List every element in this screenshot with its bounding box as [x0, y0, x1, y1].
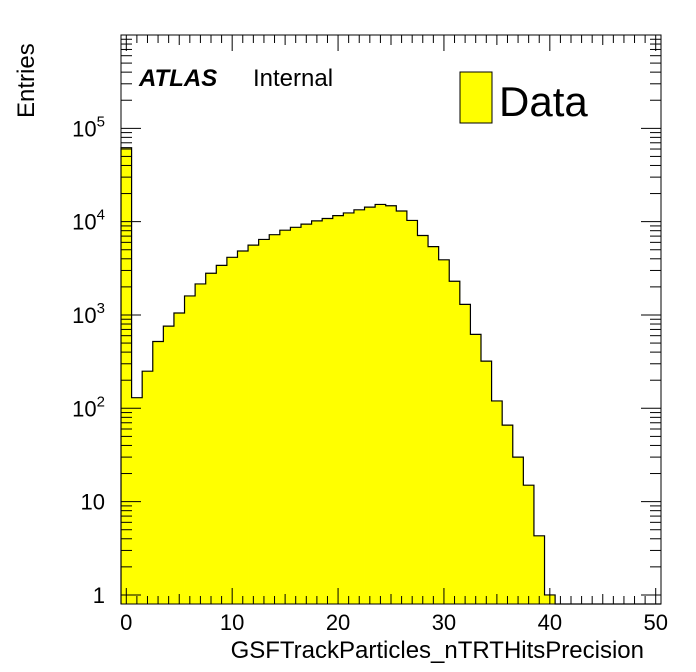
histogram-bar	[152, 341, 164, 604]
y-tick-label-base: 10	[72, 303, 96, 328]
y-tick-label: 104	[72, 207, 105, 235]
x-tick-label: 20	[326, 610, 350, 635]
histogram-bar	[385, 205, 397, 604]
histogram-bar	[438, 259, 450, 604]
histogram-bar	[406, 220, 418, 605]
histogram-bar	[195, 283, 207, 604]
histogram-bar	[491, 400, 503, 604]
histogram-bar	[459, 304, 471, 604]
y-tick-label-base: 10	[72, 116, 96, 141]
atlas-experiment-text: ATLAS	[138, 65, 217, 92]
histogram-bar	[131, 397, 143, 604]
histogram-bar	[237, 250, 249, 604]
y-tick-label: 105	[72, 113, 105, 141]
histogram-bar	[301, 224, 312, 604]
y-tick-label-base: 1	[93, 583, 105, 608]
histogram-bar	[523, 485, 535, 604]
x-tick-label: 40	[538, 610, 562, 635]
histogram-bar	[428, 246, 440, 605]
histogram-bar	[311, 220, 323, 604]
histogram-bar	[163, 326, 175, 604]
y-tick-label: 102	[72, 393, 105, 421]
bars-layer	[120, 147, 661, 605]
histogram-bar	[502, 425, 514, 604]
histogram-bar	[184, 295, 196, 604]
y-tick-label: 103	[72, 300, 105, 328]
y-tick-label: 10	[81, 490, 105, 515]
x-tick-label: 10	[220, 610, 244, 635]
histogram-bar	[353, 209, 365, 605]
histogram-bar	[322, 218, 334, 604]
x-axis-title: GSFTrackParticles_nTRTHitsPrecision	[231, 637, 644, 664]
histogram-bar	[481, 361, 492, 604]
y-tick-label-exponent: 2	[97, 393, 105, 410]
y-tick-label-exponent: 3	[97, 300, 105, 317]
atlas-status-text: Internal	[253, 65, 333, 92]
histogram-bar	[121, 147, 132, 604]
histogram-bar	[290, 227, 302, 604]
histogram-bar	[449, 281, 461, 604]
histogram-bar	[173, 313, 185, 604]
x-tick-label: 50	[643, 610, 667, 635]
y-tick-label: 1	[93, 583, 105, 608]
histogram-bar	[375, 204, 387, 605]
histogram-bar	[417, 235, 429, 604]
histogram-bar	[269, 234, 281, 604]
histogram-bar	[142, 371, 154, 604]
histogram-outline	[120, 147, 661, 605]
histogram-bar	[248, 245, 260, 604]
histogram-bar	[533, 535, 545, 604]
histogram-bar	[258, 239, 270, 605]
legend: Data	[459, 71, 588, 125]
histogram-bar	[364, 207, 376, 605]
histogram-bar	[470, 334, 482, 604]
y-tick-label-base: 10	[72, 396, 96, 421]
histogram-bar	[332, 215, 344, 604]
y-tick-label-exponent: 5	[97, 113, 105, 130]
atlas-label: ATLAS Internal	[138, 65, 333, 92]
y-axis-title: Entries	[13, 43, 40, 118]
y-tick-label-base: 10	[72, 210, 96, 235]
histogram-bar	[226, 257, 238, 604]
histogram-bar	[216, 265, 228, 604]
x-tick-label: 30	[432, 610, 456, 635]
histogram-bar	[205, 273, 217, 604]
x-tick-label: 0	[120, 610, 132, 635]
histogram-bar	[279, 230, 291, 604]
legend-swatch-data	[459, 71, 493, 124]
y-tick-label-base: 10	[81, 490, 105, 515]
histogram-bar	[343, 212, 355, 604]
legend-label-data: Data	[499, 78, 588, 125]
histogram-bar	[512, 457, 524, 604]
ticks-layer	[121, 35, 661, 604]
histogram-bar	[396, 211, 408, 604]
y-tick-label-exponent: 4	[97, 207, 105, 224]
